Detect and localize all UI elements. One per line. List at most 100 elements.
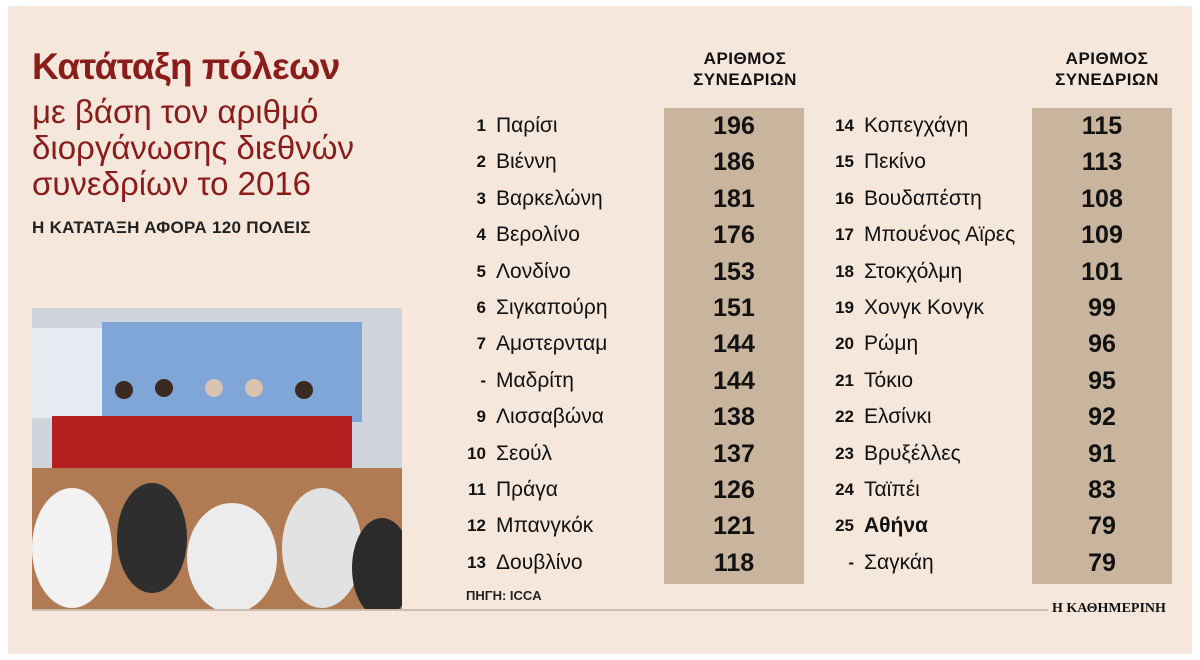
value-label: 79	[1088, 512, 1116, 541]
value-label: 91	[1088, 439, 1116, 468]
rank-label: 21	[835, 370, 854, 390]
value-label: 176	[713, 221, 755, 250]
value-label: 181	[713, 184, 755, 213]
table-row: 17 Μπουένος Αϊρες 109	[8, 217, 1192, 253]
city-label: Σεούλ	[496, 441, 553, 465]
table-row: 6 Σιγκαπούρη 151	[8, 290, 1192, 326]
scope-note: Η ΚΑΤΑΤΑΞΗ ΑΦΟΡΑ 120 ΠΟΛΕΙΣ	[32, 218, 311, 237]
table-row: 20 Ρώμη 96	[8, 326, 1192, 362]
city-label: Κοπεγχάγη	[864, 114, 969, 137]
chart-title: Κατάταξη πόλεων	[32, 46, 340, 87]
table-row: 13 Δουβλίνο 118	[8, 545, 1192, 581]
rank-label: 7	[476, 334, 486, 354]
value-label: 92	[1088, 403, 1116, 432]
rank-label: 11	[468, 480, 486, 499]
city-label: Μπουένος Αϊρες	[864, 223, 1016, 247]
rank-label: 9	[476, 407, 486, 427]
rank-label: 6	[476, 298, 486, 317]
city-label: Λονδίνο	[496, 259, 571, 283]
rank-label: 25	[835, 516, 854, 536]
city-label: Αθήνα	[864, 514, 928, 538]
rank-label: 19	[835, 298, 854, 317]
value-label: 121	[713, 512, 755, 541]
subtitle-line: διοργάνωσης διεθνών	[32, 129, 354, 166]
table-row: 10 Σεούλ 137	[8, 436, 1192, 472]
rank-label: 23	[835, 443, 854, 463]
column-header-line: ΑΡΙΘΜΟΣ	[703, 49, 787, 68]
city-label: Μπανγκόκ	[496, 514, 594, 538]
value-label: 109	[1081, 221, 1123, 250]
value-band-left	[664, 108, 804, 584]
table-row: 16 Βουδαπέστη 108	[8, 181, 1192, 217]
value-label: 126	[713, 476, 755, 504]
value-label: 115	[1081, 112, 1123, 140]
table-row: 12 Μπανγκόκ 121	[8, 508, 1192, 544]
city-label: Πεκίνο	[864, 150, 926, 174]
column-header-right: ΑΡΙΘΜΟΣ ΣΥΝΕΔΡΙΩΝ	[1022, 48, 1192, 90]
table-row: 7 Αμστερνταμ 144	[8, 326, 1192, 362]
city-label: Τόκιο	[864, 368, 914, 392]
value-label: 108	[1081, 184, 1123, 213]
table-row: 11 Πράγα 126	[8, 472, 1192, 508]
rank-label: -	[848, 552, 854, 572]
city-label: Πράγα	[496, 478, 558, 501]
conference-photo	[32, 308, 402, 610]
rank-label: 13	[467, 552, 486, 572]
value-label: 113	[1081, 148, 1123, 177]
column-header-line: ΑΡΙΘΜΟΣ	[1065, 49, 1149, 68]
city-label: Παρίσι	[496, 114, 558, 137]
city-label: Λισσαβώνα	[496, 405, 604, 429]
table-row: - Μαδρίτη 144	[8, 363, 1192, 399]
city-label: Βαρκελώνη	[496, 186, 603, 210]
rank-label: 5	[476, 261, 486, 281]
table-row: - Σαγκάη 79	[8, 545, 1192, 581]
table-row: 5 Λονδίνο 153	[8, 254, 1192, 290]
city-label: Σαγκάη	[864, 550, 934, 574]
value-label: 99	[1088, 294, 1116, 322]
city-label: Βρυξέλλες	[864, 441, 961, 465]
table-row: 15 Πεκίνο 113	[8, 144, 1192, 180]
city-label: Χονγκ Κονγκ	[864, 296, 984, 319]
table-row: 4 Βερολίνο 176	[8, 217, 1192, 253]
footer-rule	[32, 609, 1048, 611]
rank-label: 20	[835, 334, 854, 354]
city-label: Ρώμη	[864, 332, 919, 356]
value-label: 118	[713, 548, 755, 577]
value-label: 153	[713, 257, 755, 286]
rank-label: 12	[467, 516, 486, 536]
table-row: 3 Βαρκελώνη 181	[8, 181, 1192, 217]
subtitle-line: συνεδρίων το 2016	[32, 165, 312, 202]
city-label: Μαδρίτη	[496, 368, 574, 392]
city-label: Στοκχόλμη	[864, 259, 963, 283]
city-label: Αμστερνταμ	[496, 332, 608, 356]
value-label: 186	[713, 148, 755, 177]
city-label: Ταϊπέι	[864, 478, 920, 501]
table-row: 18 Στοκχόλμη 101	[8, 254, 1192, 290]
rank-label: 15	[835, 152, 854, 172]
city-label: Βιέννη	[496, 150, 557, 174]
rank-label: 24	[835, 480, 854, 499]
infographic-card: Κατάταξη πόλεων με βάση τον αριθμό διοργ…	[8, 6, 1192, 654]
value-label: 138	[713, 403, 755, 432]
table-row: 9 Λισσαβώνα 138	[8, 399, 1192, 435]
city-label: Σιγκαπούρη	[496, 296, 608, 319]
value-band-right	[1032, 108, 1172, 584]
column-header-line: ΣΥΝΕΔΡΙΩΝ	[1055, 70, 1159, 89]
value-label: 96	[1088, 330, 1116, 359]
value-label: 95	[1088, 366, 1116, 395]
source-note: ΠΗΓΗ: ICCA	[466, 588, 542, 603]
table-row: 14 Κοπεγχάγη 115	[8, 108, 1192, 144]
value-label: 144	[713, 366, 755, 395]
rank-label: 4	[476, 225, 486, 245]
publisher-brand: Η ΚΑΘΗΜΕΡΙΝΗ	[1052, 601, 1166, 616]
rank-label: 1	[476, 116, 486, 135]
value-label: 79	[1088, 548, 1116, 577]
rank-label: 14	[835, 116, 854, 135]
value-label: 196	[713, 112, 755, 140]
value-label: 83	[1088, 476, 1116, 504]
city-label: Βουδαπέστη	[864, 186, 982, 210]
table-row: 1 Παρίσι 196	[8, 108, 1192, 144]
rank-label: 22	[835, 407, 854, 427]
city-label: Ελσίνκι	[864, 405, 932, 429]
value-label: 101	[1081, 257, 1123, 286]
